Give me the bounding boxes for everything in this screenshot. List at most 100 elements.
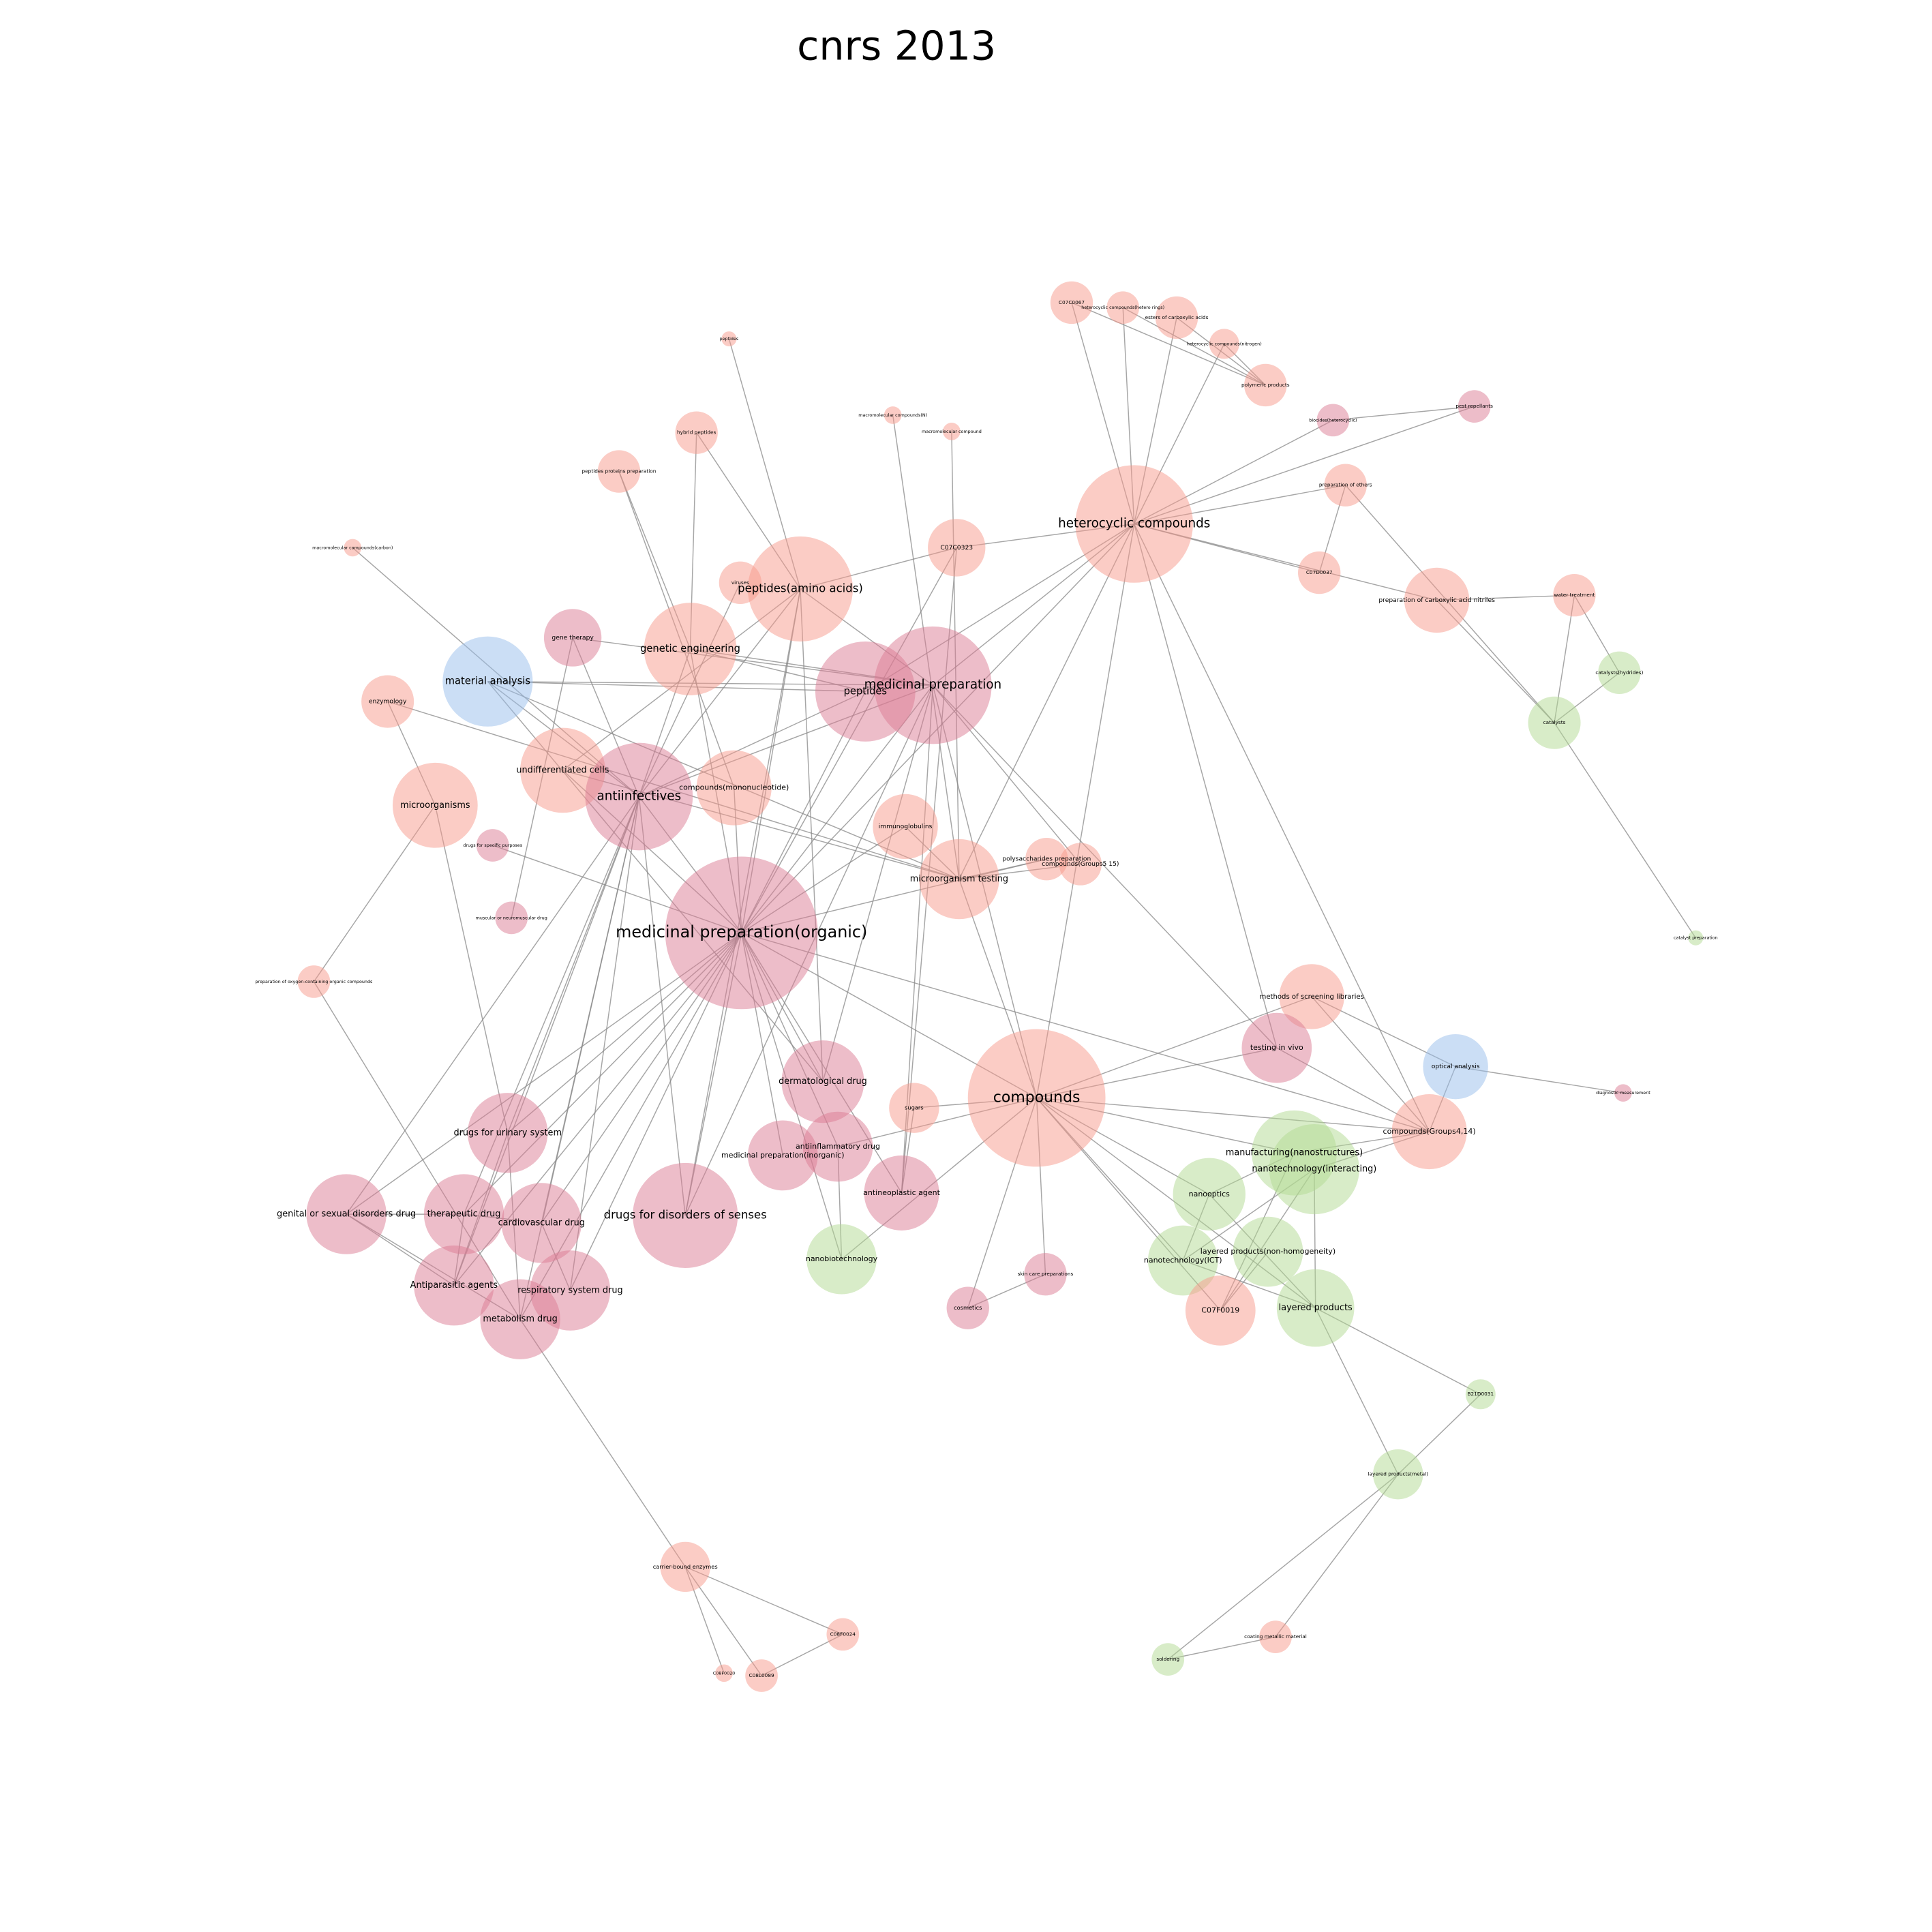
node-label: respiratory system drug — [517, 1286, 622, 1296]
node — [781, 1040, 864, 1123]
node-label: medicinal preparation(organic) — [616, 922, 867, 941]
node-label: biocides(heterocyclic) — [1309, 417, 1357, 423]
node-label: genital or sexual disorders drug — [277, 1209, 416, 1220]
node — [946, 1286, 989, 1329]
node-label: skin care preparations — [1018, 1271, 1074, 1277]
node-label: pest repellants — [1455, 403, 1493, 409]
node-label: macromolecular compound — [922, 429, 982, 434]
node-label: compounds(Groups5 15) — [1042, 860, 1119, 868]
node-label: compounds(Groups4,14) — [1383, 1127, 1476, 1136]
node — [660, 1541, 710, 1593]
node — [919, 839, 999, 920]
node — [392, 762, 478, 848]
node — [1185, 1275, 1256, 1346]
node — [802, 1111, 873, 1182]
node — [1276, 1269, 1355, 1347]
node — [480, 1279, 560, 1359]
edge — [1134, 406, 1475, 525]
node — [1465, 1379, 1496, 1410]
node-label: metabolism drug — [483, 1314, 557, 1325]
edge — [959, 524, 1135, 879]
edge — [741, 932, 1430, 1132]
node-label: peptides proteins preparation — [582, 468, 656, 474]
node-label: catalyst preparation — [1674, 935, 1718, 941]
node — [1151, 1643, 1185, 1676]
node — [361, 675, 414, 728]
labels: peptides hybrid peptides peptides proteins… — [255, 299, 1717, 1678]
node — [747, 536, 853, 642]
node-label: peptides(amino acids) — [738, 582, 863, 594]
node-label: compounds — [993, 1089, 1081, 1106]
node — [1279, 964, 1344, 1029]
edge — [800, 588, 824, 1082]
node — [873, 794, 938, 860]
node-label: antiinflammatory drug — [796, 1142, 880, 1151]
node-label: nanooptics — [1189, 1190, 1231, 1198]
edge — [434, 805, 509, 1134]
node — [1147, 1225, 1218, 1296]
node — [1553, 573, 1596, 617]
node-label: genetic engineering — [640, 643, 740, 654]
node-label: C08L0089 — [749, 1672, 774, 1678]
node-label: undifferentiated cells — [516, 765, 609, 775]
node-label: compounds(mononucleotide) — [679, 783, 789, 792]
node — [501, 1183, 582, 1263]
node-label: immunoglobulins — [879, 823, 933, 830]
node — [1316, 404, 1350, 437]
node — [344, 539, 362, 557]
node-label: water treatment — [1554, 592, 1595, 598]
node-label: nanotechnology(interacting) — [1252, 1164, 1376, 1175]
node — [1614, 1084, 1632, 1102]
node — [806, 1224, 877, 1295]
node-label: Antiparasitic agents — [410, 1280, 498, 1290]
edge — [1167, 1474, 1399, 1660]
node-label: microorganisms — [400, 800, 470, 811]
edge — [1168, 1636, 1276, 1660]
node-label: peptides — [720, 336, 739, 342]
node — [928, 519, 986, 577]
node — [543, 609, 602, 667]
node — [442, 636, 533, 727]
node-label: polysaccharides preparation — [1002, 856, 1091, 863]
node-label: layered products — [1279, 1303, 1353, 1313]
node — [745, 1659, 778, 1692]
node-label: heterocyclic compounds — [1058, 517, 1210, 531]
node-label: C07C0067 — [1059, 299, 1085, 305]
node-label: drugs for disorders of senses — [604, 1208, 767, 1221]
node-label: antineoplastic agent — [863, 1188, 940, 1197]
node-label: therapeutic drug — [427, 1209, 501, 1220]
node-label: enzymology — [369, 698, 407, 706]
node — [715, 1664, 733, 1682]
node-label: carrier-bound enzymes — [653, 1563, 718, 1570]
node — [1233, 1216, 1303, 1287]
node — [1373, 1449, 1423, 1500]
node — [468, 1093, 548, 1173]
node-label: nanobiotechnology — [806, 1254, 878, 1263]
node — [884, 406, 902, 424]
node — [1528, 696, 1581, 749]
node-label: muscular or neuromuscular drug — [476, 915, 547, 920]
node — [721, 331, 737, 347]
node-label: cosmetics — [954, 1304, 982, 1311]
node-label: catalysts(hydrides) — [1595, 669, 1643, 676]
edge — [519, 1318, 686, 1567]
node — [297, 965, 331, 998]
node-label: esters of carboxylic acids — [1145, 314, 1209, 320]
node — [1688, 930, 1704, 946]
node — [1458, 390, 1491, 423]
node-label: polymeric products — [1241, 382, 1290, 388]
edges — [313, 302, 1696, 1676]
node-label: microorganism testing — [910, 874, 1008, 884]
edge — [1134, 524, 1278, 1048]
node — [967, 1029, 1106, 1167]
node-label: catalysts — [1543, 719, 1566, 725]
node-label: C08F0020 — [713, 1670, 736, 1676]
edge — [1122, 307, 1266, 386]
node-label: optical analysis — [1432, 1063, 1480, 1070]
edge — [346, 932, 742, 1215]
node — [1244, 363, 1287, 407]
node — [644, 603, 737, 695]
node-label: manufacturing(nanostructures) — [1226, 1148, 1363, 1158]
